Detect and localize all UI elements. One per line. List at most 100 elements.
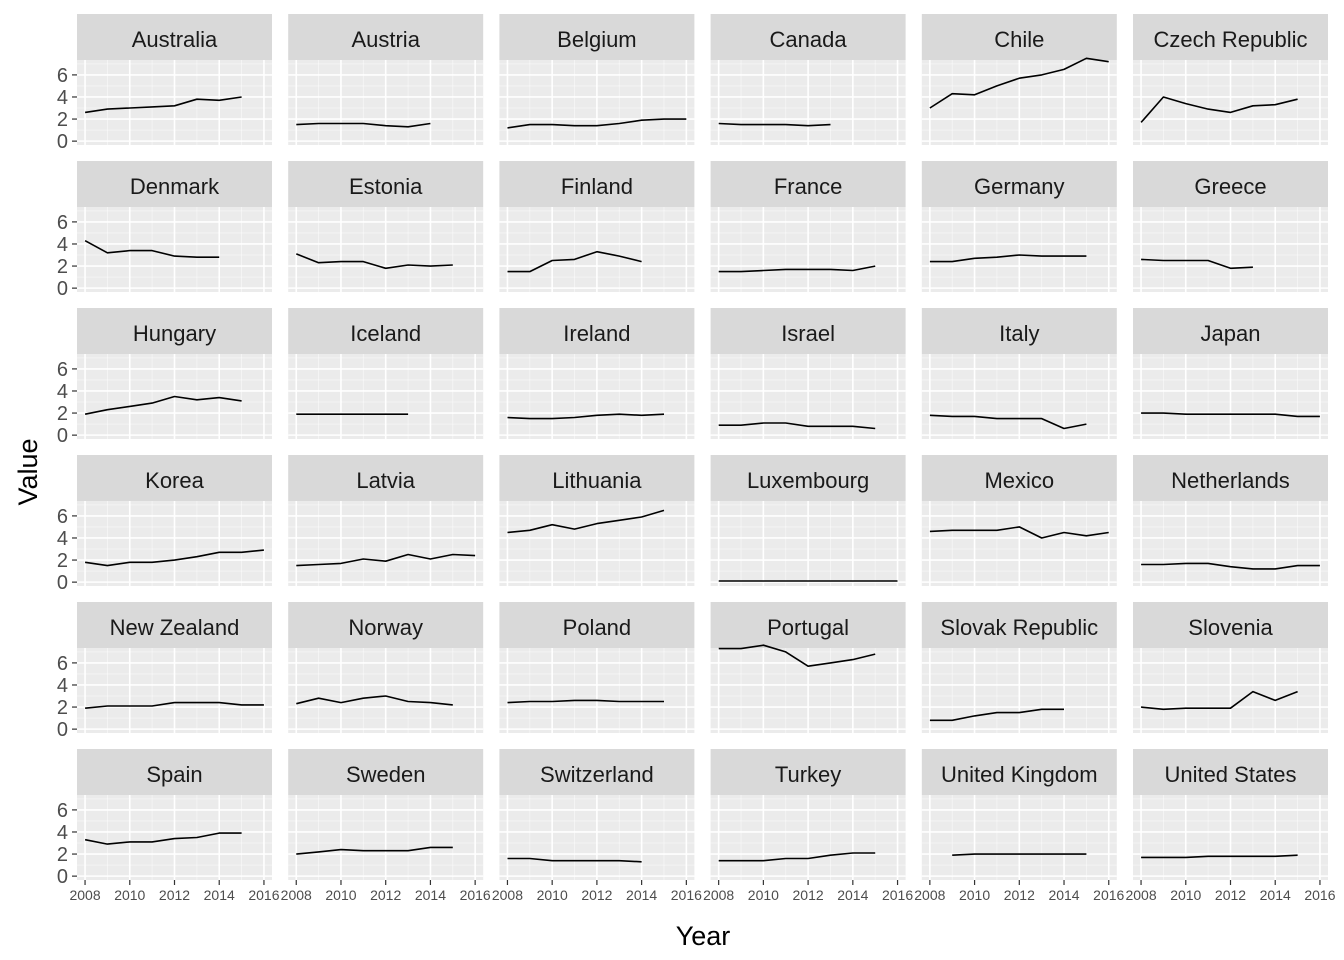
facet-strip xyxy=(1133,749,1328,795)
x-tick-label: 2010 xyxy=(325,887,356,903)
series-line xyxy=(507,509,665,534)
series-line xyxy=(929,526,1109,539)
facet-strip xyxy=(710,308,906,354)
facet-strip-label: Turkey xyxy=(775,762,841,787)
x-tick-label: 2016 xyxy=(882,887,913,903)
facet-panel: Finland xyxy=(499,161,695,292)
x-tick-label: 2016 xyxy=(671,887,702,903)
y-tick-label: 2 xyxy=(57,697,68,719)
facet-panel: Ireland xyxy=(499,308,695,439)
y-tick-label: 2 xyxy=(57,109,68,131)
facet-strip-label: France xyxy=(774,174,842,199)
y-tick-label: 0 xyxy=(57,278,68,300)
facet-strip xyxy=(77,455,272,501)
series-line xyxy=(929,708,1064,722)
facet-panel: United Kingdom 2008 2010 2012 2014 2016 xyxy=(914,749,1125,903)
facet-panel: Iceland xyxy=(288,308,484,439)
facet-strip-label: Iceland xyxy=(350,321,421,346)
series-line xyxy=(84,549,264,567)
series-line xyxy=(84,832,242,845)
series-line xyxy=(84,395,242,415)
x-tick-label: 2008 xyxy=(492,887,523,903)
facet-panel: Estonia xyxy=(288,161,484,292)
facet-panel: Sweden 2008 2010 2012 2014 2016 xyxy=(281,749,491,903)
series-line xyxy=(84,96,242,114)
series-line xyxy=(718,644,876,668)
facet-strip xyxy=(1133,602,1328,648)
facet-strip xyxy=(77,602,272,648)
y-tick-label: 0 xyxy=(57,131,68,153)
facet-strip-label: New Zealand xyxy=(110,615,240,640)
facet-strip-label: Portugal xyxy=(767,615,849,640)
facet-panel: Slovak Republic xyxy=(921,602,1117,733)
facet-strip-label: Estonia xyxy=(349,174,423,199)
facet-strip-label: Greece xyxy=(1194,174,1266,199)
x-tick-label: 2012 xyxy=(159,887,190,903)
facet-strip xyxy=(1133,14,1328,60)
facet-strip-label: Switzerland xyxy=(540,762,654,787)
y-tick-label: 0 xyxy=(57,572,68,594)
x-tick-label: 2008 xyxy=(281,887,312,903)
series-line xyxy=(1141,258,1253,270)
y-tick-label: 2 xyxy=(57,403,68,425)
x-axis-title: Year xyxy=(676,921,731,951)
facet-panel: Czech Republic xyxy=(1133,14,1328,145)
facet-strip xyxy=(1133,455,1328,501)
facet-strip-label: Slovenia xyxy=(1188,615,1273,640)
y-tick-label: 6 xyxy=(57,800,68,822)
facet-strip xyxy=(77,308,272,354)
series-line xyxy=(1141,412,1320,418)
facet-strip-label: Mexico xyxy=(984,468,1054,493)
x-tick-label: 2014 xyxy=(837,887,868,903)
facet-strip xyxy=(288,455,484,501)
series-line xyxy=(1141,690,1298,711)
facet-panel: Netherlands xyxy=(1133,455,1328,586)
y-tick-label: 6 xyxy=(57,653,68,675)
series-line xyxy=(718,122,831,127)
series-line xyxy=(929,254,1087,263)
y-tick-label: 4 xyxy=(57,822,68,844)
series-line xyxy=(1140,96,1298,123)
series-line xyxy=(507,699,664,704)
facet-panel: Canada xyxy=(710,14,906,145)
facet-strip xyxy=(77,14,272,60)
facet-strip-label: Korea xyxy=(145,468,204,493)
facet-strip-label: Denmark xyxy=(130,174,220,199)
facet-strip xyxy=(710,14,906,60)
facet-strip xyxy=(710,161,906,207)
y-tick-label: 6 xyxy=(57,212,68,234)
facet-strip xyxy=(288,602,484,648)
facet-panel: Germany xyxy=(921,161,1117,292)
facet-strip xyxy=(499,749,695,795)
facet-strip-label: Slovak Republic xyxy=(940,615,1098,640)
facet-strip xyxy=(499,602,695,648)
facet-panel: Slovenia xyxy=(1133,602,1328,733)
series-line xyxy=(507,250,642,273)
x-tick-label: 2010 xyxy=(1170,887,1201,903)
series-line xyxy=(296,122,431,128)
y-tick-label: 0 xyxy=(57,719,68,741)
series-line xyxy=(718,422,876,430)
series-line xyxy=(507,857,642,863)
y-tick-label: 2 xyxy=(57,844,68,866)
series-line xyxy=(1141,854,1298,859)
facet-panel: Norway xyxy=(288,602,484,733)
facet-panel: Greece xyxy=(1133,161,1328,292)
y-tick-label: 0 xyxy=(57,866,68,888)
facet-strip xyxy=(288,308,484,354)
x-tick-label: 2010 xyxy=(748,887,779,903)
facet-strip xyxy=(921,14,1117,60)
y-tick-label: 4 xyxy=(57,675,68,697)
facet-strip xyxy=(710,602,906,648)
facet-strip xyxy=(288,749,484,795)
x-tick-label: 2014 xyxy=(204,887,235,903)
facet-strip-label: Japan xyxy=(1201,321,1261,346)
facet-panel: Luxembourg xyxy=(710,455,906,586)
facet-panel: Switzerland 2008 2010 2012 2014 2016 xyxy=(492,749,702,903)
facet-strip-label: Italy xyxy=(999,321,1039,346)
y-tick-label: 6 xyxy=(57,359,68,381)
